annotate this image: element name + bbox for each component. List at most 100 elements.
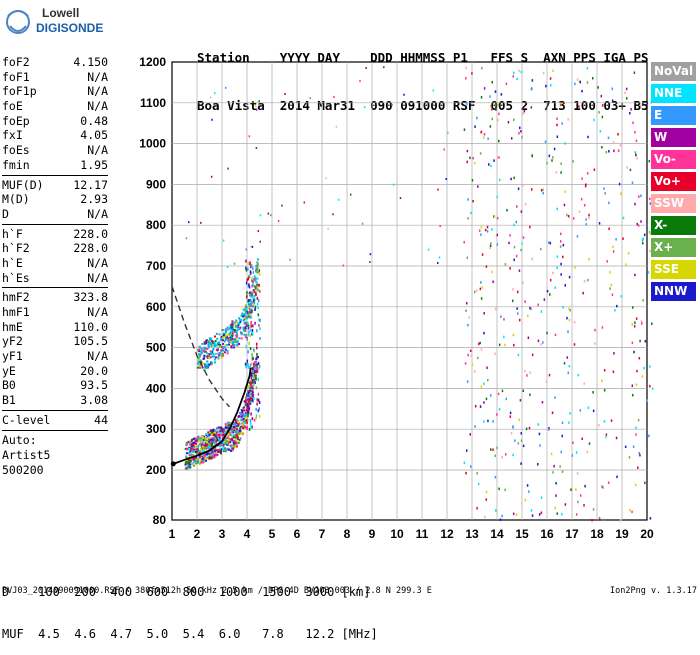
param-row: foF1 N/A [2, 70, 108, 85]
echo-point [245, 410, 248, 413]
echo-point [198, 345, 201, 348]
echo-point [635, 317, 638, 320]
echo-point [254, 378, 257, 381]
echo-point [556, 123, 558, 127]
echo-point [643, 233, 646, 237]
echo-point [252, 299, 255, 303]
echo-point [631, 306, 634, 309]
echo-point [203, 444, 206, 447]
echo-point [625, 87, 628, 91]
echo-point [196, 448, 199, 451]
echo-point [240, 418, 243, 421]
echo-point [517, 353, 520, 357]
echo-point [226, 447, 229, 450]
echo-point [512, 425, 514, 428]
x-tick-label: 11 [416, 527, 429, 541]
echo-point [201, 366, 204, 369]
echo-point [546, 289, 549, 293]
echo-point [564, 284, 566, 287]
echo-point [239, 419, 242, 422]
echo-point [251, 357, 254, 361]
echo-point [480, 385, 483, 389]
echo-point [223, 335, 226, 338]
echo-point [248, 304, 251, 307]
echo-point [254, 381, 256, 385]
echo-point [239, 326, 242, 329]
echo-point [496, 413, 498, 416]
echo-point [256, 363, 259, 366]
echo-point [252, 289, 255, 292]
legend-item-e: E [651, 106, 696, 125]
echo-point [469, 465, 472, 468]
echo-point [193, 460, 196, 463]
echo-point [489, 244, 492, 248]
echo-point [226, 352, 229, 355]
echo-point [520, 70, 523, 74]
echo-point [501, 514, 503, 518]
param-value: N/A [87, 255, 108, 270]
echo-point [560, 162, 562, 165]
echo-point [244, 426, 247, 429]
echo-point [578, 210, 581, 214]
echo-point [224, 426, 227, 429]
echo-point [243, 400, 246, 403]
echo-point [497, 392, 500, 396]
header-row-labels: Station YYYY DAY DDD HHMMSS P1 FFS S AXN… [197, 50, 649, 65]
echo-point [244, 396, 247, 399]
echo-point [190, 447, 193, 450]
echo-point [194, 460, 197, 463]
echo-point [235, 326, 238, 329]
echo-point [493, 159, 495, 162]
echo-point [611, 293, 614, 296]
echo-point [246, 394, 249, 397]
echo-point [540, 310, 543, 313]
echo-point [249, 311, 252, 314]
param-name: yF1 [2, 349, 23, 364]
echo-point [256, 258, 259, 261]
echo-point [256, 296, 259, 300]
echo-point [245, 365, 247, 369]
echo-point [212, 437, 215, 440]
echo-point [258, 366, 260, 370]
echo-point [475, 289, 478, 292]
echo-point [202, 450, 205, 453]
echo-point [624, 91, 626, 95]
echo-point [537, 423, 540, 426]
echo-point [191, 448, 194, 451]
param-value: 1.95 [80, 157, 108, 172]
echo-point [241, 312, 244, 315]
echo-point [192, 458, 195, 461]
echo-point [251, 280, 254, 283]
echo-point [432, 89, 435, 92]
echo-point [230, 447, 233, 450]
echo-point [250, 376, 253, 380]
echo-point [605, 150, 608, 154]
echo-point [561, 122, 563, 125]
echo-point [224, 438, 227, 441]
echo-point [200, 447, 203, 450]
echo-point [427, 248, 430, 251]
echo-point [505, 453, 507, 456]
echo-point [232, 431, 235, 434]
echo-point [554, 396, 556, 399]
echo-point [252, 283, 254, 287]
echo-point [247, 350, 249, 354]
param-value: 2.93 [80, 192, 108, 207]
echo-point [631, 510, 633, 514]
echo-point [522, 389, 525, 393]
echo-point [369, 261, 371, 264]
echo-point [231, 335, 234, 338]
echo-point [303, 201, 306, 204]
echo-point [483, 136, 485, 139]
param-value: N/A [87, 84, 108, 99]
echo-point [195, 439, 198, 442]
echo-point [193, 442, 196, 445]
echo-point [254, 104, 257, 107]
echo-point [251, 381, 254, 384]
echo-point [556, 512, 558, 515]
echo-point [495, 108, 497, 111]
echo-point [232, 334, 235, 337]
echo-point [232, 328, 235, 331]
echo-point [224, 344, 227, 347]
echo-point [193, 450, 196, 453]
